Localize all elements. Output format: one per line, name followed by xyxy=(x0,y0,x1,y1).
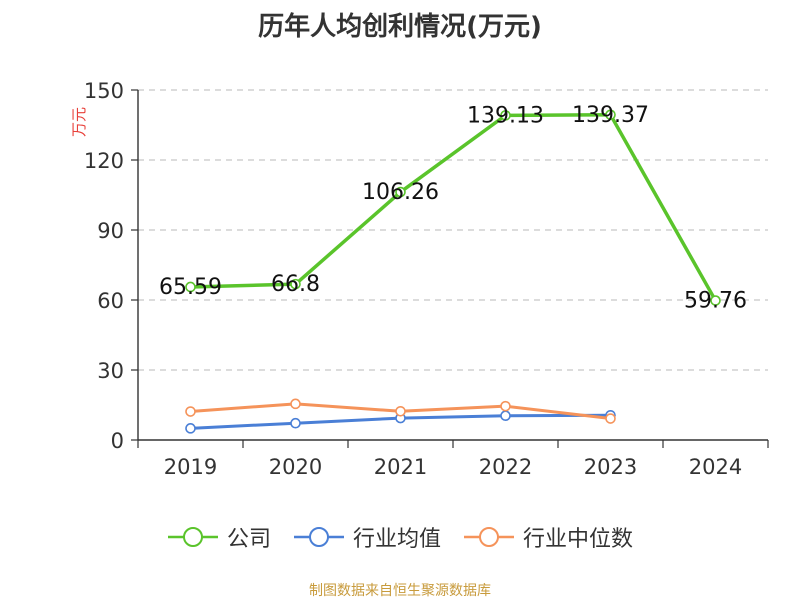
data-point[interactable] xyxy=(290,278,301,290)
y-tick-label: 120 xyxy=(84,149,124,173)
y-tick-label: 30 xyxy=(97,359,124,383)
legend: 公司 行业均值 行业中位数 xyxy=(0,520,800,554)
legend-label: 行业均值 xyxy=(352,527,441,552)
data-label: 139.13 xyxy=(467,103,544,128)
data-label: 65.59 xyxy=(159,275,222,300)
data-point[interactable] xyxy=(500,400,511,412)
series-line-0 xyxy=(190,113,718,302)
legend-swatch-marker xyxy=(479,527,499,547)
x-tick-label: 2020 xyxy=(269,455,322,479)
data-point[interactable] xyxy=(500,410,511,422)
data-label: 139.37 xyxy=(572,103,649,128)
source-note: 制图数据来自恒生聚源数据库 xyxy=(309,583,491,599)
legend-swatch xyxy=(464,527,514,547)
y-tick-label: 90 xyxy=(97,219,124,243)
legend-label: 公司 xyxy=(226,527,271,552)
data-point[interactable] xyxy=(185,281,196,293)
data-point[interactable] xyxy=(290,398,301,410)
data-point[interactable] xyxy=(395,186,406,198)
legend-label: 行业中位数 xyxy=(523,527,634,552)
axis-layer: 0 30 60 90 120 150 2019 2020 2021 2022 2023 2024 xyxy=(84,79,769,479)
data-point[interactable] xyxy=(185,423,196,434)
data-label: 66.8 xyxy=(271,272,320,297)
y-tick-label: 60 xyxy=(97,289,124,313)
x-tick-label: 2023 xyxy=(584,455,637,479)
series-layer xyxy=(185,109,721,434)
legend-swatch-marker xyxy=(308,527,329,547)
legend-swatch xyxy=(167,527,218,547)
data-point[interactable] xyxy=(500,110,511,121)
y-tick-label: 150 xyxy=(84,79,124,103)
data-point[interactable] xyxy=(395,405,406,417)
data-point[interactable] xyxy=(605,413,616,424)
x-tick-label: 2024 xyxy=(689,455,742,479)
data-label: 106.26 xyxy=(362,180,439,205)
x-tick-label: 2022 xyxy=(479,455,532,479)
data-point[interactable] xyxy=(185,406,196,417)
data-label: 59.76 xyxy=(684,289,747,314)
legend-swatch xyxy=(293,527,344,547)
x-tick-label: 2021 xyxy=(374,455,427,479)
legend-item[interactable]: 公司 xyxy=(167,521,271,553)
grid-layer xyxy=(138,89,768,371)
x-tick-label: 2019 xyxy=(164,455,217,479)
y-tick-label: 0 xyxy=(111,429,124,453)
legend-item[interactable]: 行业均值 xyxy=(293,521,441,553)
data-label-layer: 65.59 66.8 106.26 139.13 139.37 59.76 xyxy=(159,103,747,314)
legend-swatch-marker xyxy=(182,527,203,547)
data-point[interactable] xyxy=(710,295,721,306)
legend-item[interactable]: 行业中位数 xyxy=(463,521,633,553)
y-axis-title: 万元 xyxy=(70,107,88,137)
chart-title: 历年人均创利情况(万元) xyxy=(258,12,542,42)
data-point[interactable] xyxy=(605,109,616,121)
data-point[interactable] xyxy=(290,417,301,429)
